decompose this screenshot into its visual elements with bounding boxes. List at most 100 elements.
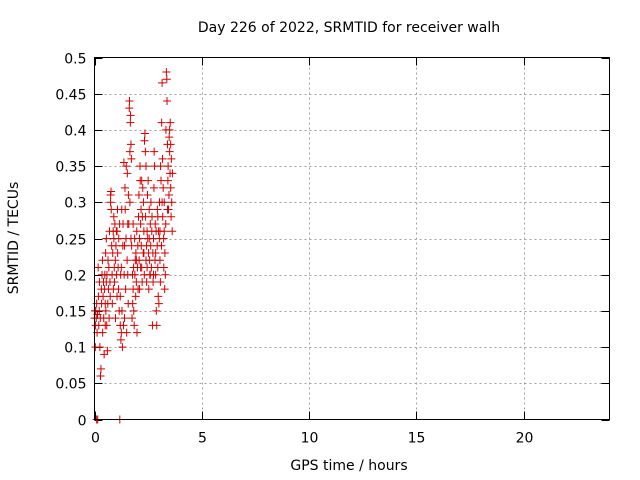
data-point (129, 306, 138, 315)
data-point (165, 133, 174, 142)
x-axis-label: GPS time / hours (290, 458, 407, 474)
data-point (111, 314, 120, 323)
data-point (145, 205, 154, 214)
data-point (165, 125, 174, 134)
data-point (102, 234, 111, 243)
grid-lines (94, 57, 610, 420)
data-point (163, 96, 172, 105)
data-point (160, 227, 169, 236)
data-point (161, 270, 170, 279)
y-tick-label: 0 (78, 414, 87, 430)
data-point (139, 198, 148, 207)
data-point (121, 285, 130, 294)
data-point (128, 314, 137, 323)
data-point (126, 118, 135, 127)
data-point (100, 350, 109, 359)
data-point (123, 169, 132, 178)
data-point (154, 292, 163, 301)
x-tick-label: 10 (301, 431, 319, 447)
data-point (130, 270, 139, 279)
data-point (152, 306, 161, 315)
data-point (108, 299, 117, 308)
data-point (167, 212, 176, 221)
data-point (125, 147, 134, 156)
data-point (140, 129, 149, 138)
data-point (137, 176, 146, 185)
data-point (111, 256, 120, 265)
data-point (129, 220, 138, 229)
y-tick-label: 0.3 (64, 196, 86, 212)
y-tick-label: 0.1 (64, 341, 86, 357)
data-point (111, 241, 120, 250)
data-point (125, 104, 134, 113)
data-point (96, 372, 105, 381)
data-point (143, 263, 152, 272)
data-point (159, 183, 168, 192)
axis-ticks (94, 57, 610, 421)
chart-title: Day 226 of 2022, SRMTID for receiver wal… (198, 20, 500, 36)
data-point (136, 220, 145, 229)
data-point (142, 162, 150, 171)
y-tick-label: 0.35 (55, 160, 86, 176)
data-point (116, 292, 125, 301)
data-point (113, 248, 122, 257)
data-point (160, 285, 169, 294)
y-tick-label: 0.25 (55, 233, 86, 249)
data-point (96, 364, 105, 373)
data-point (161, 220, 170, 229)
data-point (94, 263, 103, 272)
data-point (114, 234, 123, 243)
data-point (135, 285, 144, 294)
data-point (151, 248, 160, 257)
data-point (139, 248, 148, 257)
data-point (166, 140, 175, 149)
y-tick-label: 0.5 (64, 52, 86, 68)
data-point (138, 183, 147, 192)
data-point (99, 292, 108, 301)
data-point (156, 277, 165, 286)
data-point (151, 220, 160, 229)
data-point (144, 285, 153, 294)
data-point (168, 169, 177, 178)
tick-labels: 0 0.05 0.1 0.15 0.2 0.25 0.3 0.35 0.4 0.45 0.5 0 5 10… (55, 52, 533, 447)
data-point (159, 234, 168, 243)
data-point (159, 263, 168, 272)
data-point (98, 328, 107, 337)
data-point (109, 212, 118, 221)
data-point (146, 198, 155, 207)
y-tick-label: 0.4 (64, 124, 86, 140)
data-point (101, 306, 110, 315)
data-point (131, 292, 140, 301)
data-point (152, 321, 161, 330)
data-point (121, 205, 130, 214)
data-point (117, 263, 126, 272)
data-point (113, 227, 122, 236)
data-point (122, 328, 131, 337)
data-point (120, 314, 129, 323)
data-point (167, 198, 176, 207)
y-tick-label: 0.15 (55, 305, 86, 321)
data-point (127, 154, 136, 163)
data-point (106, 198, 115, 207)
data-point (132, 227, 141, 236)
data-point (95, 343, 104, 352)
data-point (140, 136, 149, 145)
data-point (131, 248, 140, 257)
data-point (125, 198, 134, 207)
data-point (126, 111, 135, 120)
data-point (120, 241, 129, 250)
data-point (158, 154, 167, 163)
data-point (149, 183, 158, 192)
data-point (164, 162, 173, 171)
data-point (118, 343, 127, 352)
y-axis-label: SRMTID / TECUs (6, 182, 22, 295)
data-point (165, 147, 174, 156)
plot-frame (94, 57, 610, 420)
data-point (153, 205, 162, 214)
data-point (114, 285, 123, 294)
data-point (157, 176, 166, 185)
data-point (132, 328, 141, 337)
data-point (145, 234, 154, 243)
data-point (143, 191, 152, 200)
